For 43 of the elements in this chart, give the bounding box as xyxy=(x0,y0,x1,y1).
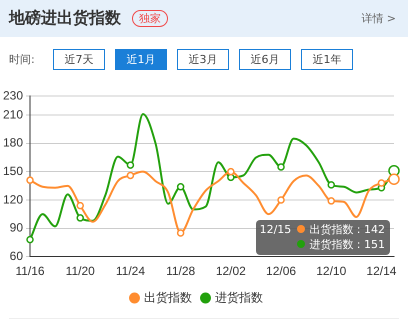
x-tick-label: 11/28 xyxy=(166,264,196,278)
point xyxy=(378,179,386,187)
x-tick-label: 11/24 xyxy=(116,264,146,278)
point xyxy=(176,229,184,237)
legend-label: 出货指数 xyxy=(144,290,192,304)
point xyxy=(126,161,134,169)
x-tick-label: 11/20 xyxy=(66,264,96,278)
y-tick-label: 180 xyxy=(2,136,24,150)
text: 近6月 xyxy=(239,49,291,70)
point xyxy=(327,197,335,205)
point xyxy=(227,168,235,176)
point xyxy=(76,202,84,210)
y-tick-label: 60 xyxy=(10,248,24,263)
y-tick-label: 230 xyxy=(2,88,24,103)
point xyxy=(277,163,285,171)
x-tick-label: 12/14 xyxy=(366,264,397,278)
point xyxy=(26,236,34,244)
x-tick-label: 12/02 xyxy=(216,264,246,278)
text: 近1月 xyxy=(115,49,167,70)
point xyxy=(327,181,335,189)
point xyxy=(277,196,285,204)
chart-title: 地磅进出货指数 xyxy=(9,8,121,29)
text: 详情 > xyxy=(361,11,396,26)
y-tick-label: 120 xyxy=(2,192,24,206)
x-tick-label: 12/10 xyxy=(316,264,347,278)
point xyxy=(26,176,34,184)
legend-label: 进货指数 xyxy=(215,290,263,304)
x-tick-label: 12/06 xyxy=(266,264,296,278)
y-tick-label: 150 xyxy=(2,164,24,178)
text: 近3月 xyxy=(177,49,229,70)
x-tick-label: 11/16 xyxy=(15,264,45,278)
y-tick-label: 210 xyxy=(2,107,24,122)
point xyxy=(176,183,184,191)
point xyxy=(76,214,84,222)
text: 独家 xyxy=(132,10,168,27)
annotation: 进货指数 : 151 xyxy=(308,236,385,252)
annotation: 出货指数 : 142 xyxy=(308,222,385,237)
annotation: 12/15 xyxy=(260,222,292,237)
text: 近7天 xyxy=(53,49,105,70)
point xyxy=(126,172,134,180)
y-tick-label: 90 xyxy=(10,220,24,235)
text: 近1年 xyxy=(301,49,353,70)
text: 时间: xyxy=(9,52,35,67)
